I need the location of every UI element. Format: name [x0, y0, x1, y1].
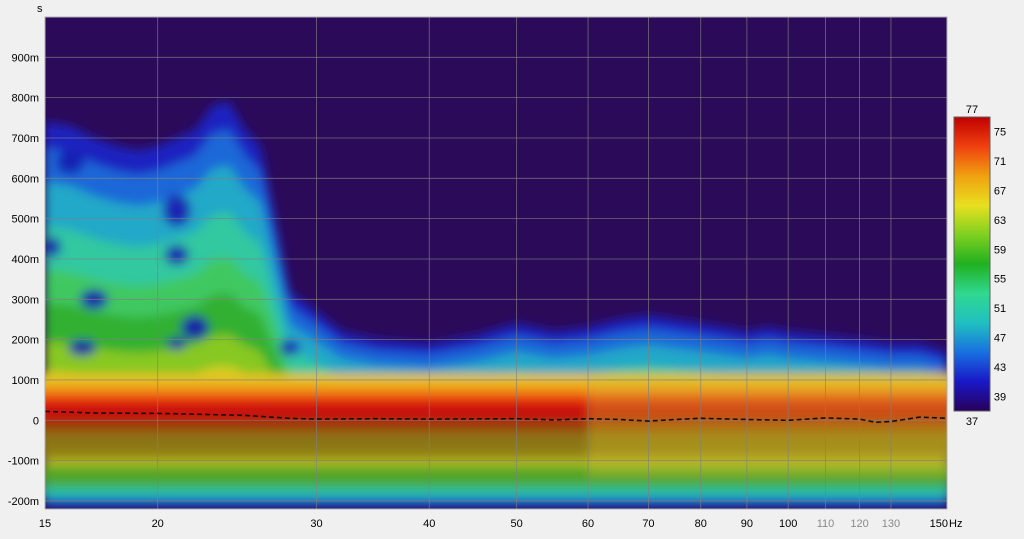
decay-node-8	[45, 236, 61, 257]
y-tick-label: -200m	[8, 496, 39, 508]
x-tick-label: 40	[423, 518, 435, 530]
y-tick-label: 0	[33, 415, 39, 427]
x-tick-label: 90	[741, 518, 753, 530]
colorbar: 77 37 75 71 67 63 59 55 51 47 43 39	[953, 104, 1006, 428]
pre-band-teal	[45, 486, 947, 497]
decay-node-2	[164, 244, 189, 265]
x-tick-label: 50	[511, 518, 523, 530]
decay-node-7	[279, 339, 300, 356]
grid	[45, 17, 947, 509]
y-tick-label: 700m	[11, 133, 39, 145]
y-unit-label: s	[37, 3, 43, 15]
x-tick-label: 70	[642, 518, 654, 530]
x-tick-label: 20	[152, 518, 164, 530]
colorbar-tick-label: 59	[994, 244, 1006, 256]
y-tick-label: 900m	[11, 52, 39, 64]
y-tick-label: 500m	[11, 214, 39, 226]
y-tick-label: 200m	[11, 335, 39, 347]
x-tick-label: 120	[850, 518, 868, 530]
colorbar-max-label: 77	[966, 104, 978, 116]
x-tick-label: 15	[39, 518, 51, 530]
colorbar-gradient	[953, 116, 991, 412]
colorbar-tick-label: 51	[994, 303, 1006, 315]
colorbar-tick-label: 75	[994, 127, 1006, 139]
decay-node-1	[162, 194, 191, 227]
axes: 15 20 30 40 50 60 70 80 90 100 110 120 130 150 Hz 900m 8…	[8, 16, 962, 530]
colorbar-tick-label: 63	[994, 215, 1006, 227]
hf-fade	[588, 371, 947, 477]
x-tick-label: 80	[695, 518, 707, 530]
y-tick-label: -100m	[8, 456, 39, 468]
plot-border	[44, 16, 948, 510]
x-tick-label: 110	[817, 518, 835, 530]
y-tick-label: 600m	[11, 173, 39, 185]
peak-line-layer	[44, 410, 948, 424]
colorbar-tick-label: 47	[994, 333, 1006, 345]
y-tick-label: 400m	[11, 254, 39, 266]
peak-line	[44, 410, 948, 424]
colorbar-tick-label: 43	[994, 362, 1006, 374]
y-tick-label: 300m	[11, 294, 39, 306]
colorbar-tick-label: 55	[994, 274, 1006, 286]
x-tick-label: 100	[779, 518, 797, 530]
plot-area	[45, 17, 947, 509]
y-tick-label: 800m	[11, 93, 39, 105]
decay-node-0	[56, 150, 85, 175]
x-tick-label: 30	[310, 518, 322, 530]
x-unit-label: Hz	[949, 518, 962, 530]
decay-node-4	[181, 315, 210, 340]
colorbar-tick-label: 39	[994, 391, 1006, 403]
x-tick-label: 60	[582, 518, 594, 530]
colorbar-min-label: 37	[966, 416, 978, 428]
colorbar-tick-label: 71	[994, 156, 1006, 168]
x-tick-label: 130	[882, 518, 900, 530]
decay-node-6	[166, 337, 187, 350]
y-tick-label: 100m	[11, 375, 39, 387]
colorbar-tick-label: 67	[994, 186, 1006, 198]
x-tick-label: 150	[930, 518, 948, 530]
decay-node-5	[68, 339, 97, 356]
